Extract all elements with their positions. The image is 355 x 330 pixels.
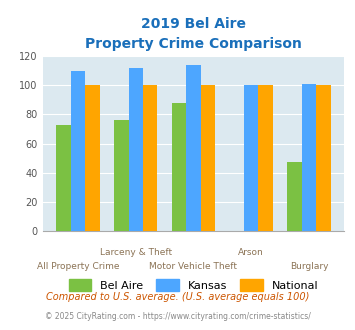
Text: Larceny & Theft: Larceny & Theft: [100, 248, 172, 257]
Bar: [129, 68, 143, 231]
Bar: [244, 85, 258, 231]
Bar: [172, 103, 186, 231]
Text: All Property Crime: All Property Crime: [37, 262, 119, 271]
Bar: [316, 85, 331, 231]
Bar: [186, 65, 201, 231]
Bar: [287, 162, 302, 231]
Bar: [56, 125, 71, 231]
Text: Arson: Arson: [238, 248, 264, 257]
Text: © 2025 CityRating.com - https://www.cityrating.com/crime-statistics/: © 2025 CityRating.com - https://www.city…: [45, 312, 310, 321]
Bar: [302, 84, 316, 231]
Bar: [201, 85, 215, 231]
Bar: [85, 85, 100, 231]
Text: Burglary: Burglary: [290, 262, 328, 271]
Bar: [71, 71, 85, 231]
Bar: [114, 120, 129, 231]
Text: Compared to U.S. average. (U.S. average equals 100): Compared to U.S. average. (U.S. average …: [46, 292, 309, 302]
Text: Motor Vehicle Theft: Motor Vehicle Theft: [149, 262, 237, 271]
Bar: [143, 85, 157, 231]
Legend: Bel Aire, Kansas, National: Bel Aire, Kansas, National: [65, 275, 322, 295]
Bar: [258, 85, 273, 231]
Title: 2019 Bel Aire
Property Crime Comparison: 2019 Bel Aire Property Crime Comparison: [85, 17, 302, 51]
